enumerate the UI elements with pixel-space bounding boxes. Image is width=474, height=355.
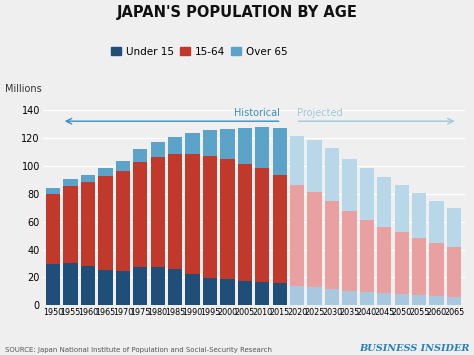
Bar	[64, 263, 78, 305]
Bar	[395, 232, 409, 294]
Bar	[133, 267, 147, 305]
Bar	[185, 133, 200, 154]
Bar	[447, 247, 461, 296]
Bar	[220, 279, 235, 305]
Bar	[98, 176, 112, 270]
Bar	[116, 171, 130, 271]
Bar	[273, 175, 287, 283]
Bar	[360, 219, 374, 292]
Bar	[203, 278, 217, 305]
Text: Millions: Millions	[5, 84, 41, 94]
Bar	[377, 227, 392, 293]
Bar	[342, 291, 356, 305]
Bar	[395, 185, 409, 232]
Bar	[185, 154, 200, 274]
Bar	[429, 296, 444, 305]
Text: JAPAN'S POPULATION BY AGE: JAPAN'S POPULATION BY AGE	[117, 5, 357, 20]
Bar	[46, 194, 60, 264]
Bar	[98, 270, 112, 305]
Bar	[238, 281, 252, 305]
Bar	[203, 156, 217, 278]
Bar	[255, 127, 269, 168]
Legend: Under 15, 15-64, Over 65: Under 15, 15-64, Over 65	[107, 43, 292, 61]
Text: SOURCE: Japan National Institute of Population and Social-Security Research: SOURCE: Japan National Institute of Popu…	[5, 347, 272, 353]
Bar	[325, 289, 339, 305]
Bar	[342, 159, 356, 211]
Text: Historical: Historical	[234, 108, 280, 119]
Bar	[46, 188, 60, 194]
Bar	[290, 286, 304, 305]
Bar	[447, 296, 461, 305]
Bar	[116, 271, 130, 305]
Bar	[429, 243, 444, 296]
Bar	[447, 208, 461, 247]
Bar	[325, 201, 339, 289]
Bar	[412, 295, 426, 305]
Text: BUSINESS INSIDER: BUSINESS INSIDER	[359, 344, 469, 353]
Bar	[255, 282, 269, 305]
Bar	[151, 157, 165, 267]
Bar	[255, 168, 269, 282]
Bar	[360, 168, 374, 219]
Bar	[81, 266, 95, 305]
Bar	[220, 159, 235, 279]
Bar	[64, 179, 78, 186]
Bar	[133, 149, 147, 162]
Bar	[395, 294, 409, 305]
Bar	[377, 177, 392, 227]
Bar	[308, 192, 322, 287]
Bar	[308, 140, 322, 192]
Bar	[151, 142, 165, 157]
Bar	[325, 148, 339, 201]
Bar	[185, 274, 200, 305]
Text: Projected: Projected	[297, 108, 343, 119]
Bar	[81, 175, 95, 182]
Bar	[81, 182, 95, 266]
Bar	[377, 293, 392, 305]
Bar	[273, 129, 287, 175]
Bar	[238, 164, 252, 281]
Bar	[151, 267, 165, 305]
Bar	[203, 130, 217, 156]
Bar	[273, 283, 287, 305]
Bar	[116, 160, 130, 171]
Bar	[46, 264, 60, 305]
Bar	[412, 238, 426, 295]
Bar	[133, 162, 147, 267]
Bar	[168, 154, 182, 269]
Bar	[342, 211, 356, 291]
Bar	[308, 287, 322, 305]
Bar	[238, 128, 252, 164]
Bar	[290, 185, 304, 286]
Bar	[220, 129, 235, 159]
Bar	[412, 193, 426, 238]
Bar	[429, 201, 444, 243]
Bar	[290, 136, 304, 185]
Bar	[98, 168, 112, 176]
Bar	[168, 269, 182, 305]
Bar	[64, 186, 78, 263]
Bar	[360, 292, 374, 305]
Bar	[168, 137, 182, 154]
